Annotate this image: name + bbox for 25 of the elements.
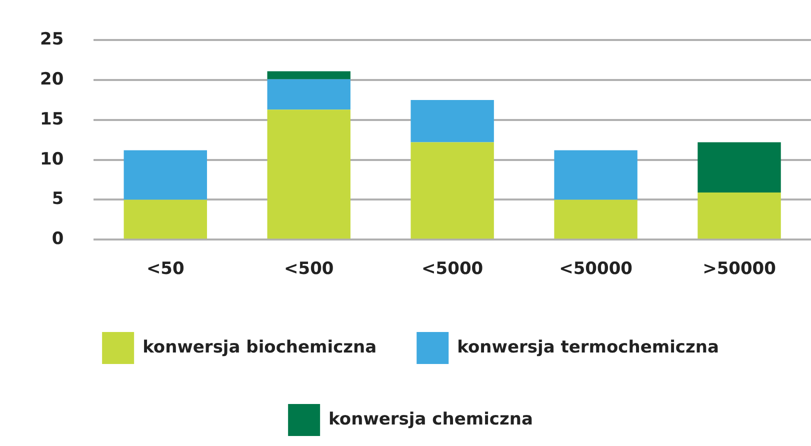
- x-tick-label: <50: [146, 259, 185, 280]
- y-tick-label: 10: [40, 149, 64, 170]
- y-tick-label: 20: [40, 70, 64, 90]
- x-tick-label: <500: [284, 259, 334, 280]
- y-tick-label: 15: [40, 109, 64, 130]
- bar: [267, 79, 350, 110]
- bar: [124, 200, 207, 239]
- x-tick-label: <50000: [559, 259, 633, 280]
- legend-label: konwersja biochemiczna: [142, 337, 377, 358]
- legend-label: konwersja chemiczna: [328, 409, 533, 430]
- bar: [267, 110, 350, 239]
- legend-label: konwersja termochemiczna: [457, 337, 719, 358]
- bar: [698, 142, 781, 193]
- bar: [267, 71, 350, 80]
- y-tick-label: 5: [52, 189, 64, 210]
- bar: [554, 200, 638, 239]
- bar: [410, 100, 494, 142]
- bar: [554, 150, 638, 200]
- x-tick-label: >50000: [702, 259, 776, 280]
- bar: [124, 150, 207, 200]
- bar: [410, 142, 494, 239]
- y-tick-label: 0: [52, 229, 64, 250]
- x-tick-label: <5000: [422, 259, 484, 280]
- y-tick-label: 25: [40, 30, 64, 50]
- bar: [698, 192, 781, 239]
